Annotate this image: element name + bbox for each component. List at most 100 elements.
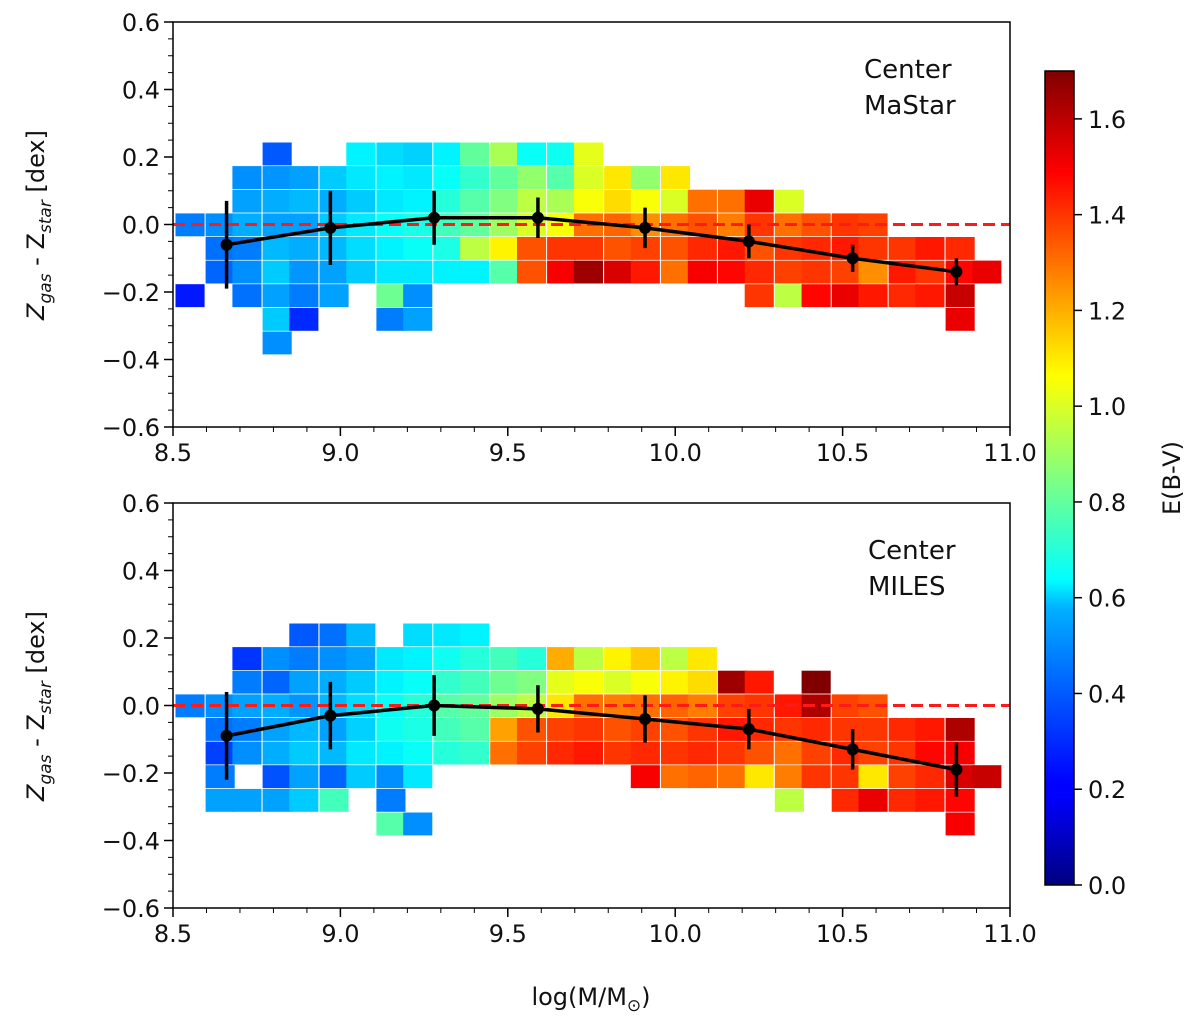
heatmap-cell <box>376 142 406 166</box>
bottom-panel: 8.5 9.0 9.5 10.0 10.5 11.0 −0.6 −0.4 −0.2 0.0 0.2… <box>22 490 1037 1016</box>
y-tick-label: −0.6 <box>102 895 160 923</box>
heatmap-cell <box>262 788 292 812</box>
heatmap-cell <box>403 307 433 331</box>
heatmap-cell <box>346 765 376 789</box>
heatmap-cell <box>801 765 831 789</box>
heatmap-cell <box>460 189 490 213</box>
heatmap-cell <box>232 260 262 284</box>
heatmap-cell <box>547 647 577 670</box>
heatmap-cell <box>972 765 1002 789</box>
heatmap-cell <box>262 284 292 308</box>
heatmap-cell <box>403 237 433 260</box>
heatmap-cell <box>604 694 634 718</box>
heatmap-cell <box>858 284 888 308</box>
x-tick-label: 9.5 <box>489 920 527 948</box>
bottom-annotation-line2: MILES <box>868 572 946 602</box>
heatmap-cell <box>717 670 747 694</box>
heatmap-cell <box>460 260 490 284</box>
heatmap-cell <box>945 788 975 812</box>
heatmap-cell <box>232 718 262 741</box>
heatmap-cell <box>744 741 774 765</box>
heatmap-cell <box>433 260 463 284</box>
heatmap-cell <box>661 189 691 213</box>
colorbar-tick-label: 0.4 <box>1088 680 1126 708</box>
heatmap-cell <box>289 788 319 812</box>
heatmap-cell <box>346 718 376 741</box>
heatmap-cell <box>630 670 660 694</box>
heatmap-cell <box>403 166 433 189</box>
heatmap-cell <box>289 189 319 213</box>
x-tick-label: 10.5 <box>816 439 869 467</box>
heatmap-cell <box>547 670 577 694</box>
heatmap-cell <box>376 166 406 189</box>
heatmap-cell <box>774 765 804 789</box>
heatmap-cell <box>547 189 577 213</box>
heatmap-cell <box>774 284 804 308</box>
bottom-y-axis-label: Zgas - Zstar [dex] <box>22 611 56 802</box>
mean-trend-line <box>226 215 957 274</box>
heatmap-cell <box>490 166 520 189</box>
heatmap-cell <box>888 788 918 812</box>
mean-point <box>531 211 544 224</box>
heatmap-cell <box>433 237 463 260</box>
mean-point <box>428 699 441 712</box>
bottom-y-ticks: −0.6 −0.4 −0.2 0.0 0.2 0.4 0.6 <box>102 490 173 923</box>
heatmap-cell <box>831 788 861 812</box>
x-tick-label: 10.0 <box>648 920 701 948</box>
top-ylabel-mid: - Z <box>22 233 50 273</box>
y-tick-label: 0.2 <box>122 144 160 172</box>
heatmap-cell <box>744 260 774 284</box>
y-tick-label: −0.2 <box>102 760 160 788</box>
heatmap-cell <box>319 166 349 189</box>
heatmap-cell <box>346 189 376 213</box>
heatmap-cell <box>319 284 349 308</box>
heatmap-cell <box>915 765 945 789</box>
heatmap-cell <box>604 741 634 765</box>
heatmap-cell <box>801 237 831 260</box>
heatmap-cell <box>858 213 888 237</box>
heatmap-cell <box>915 718 945 741</box>
heatmap-cell <box>604 189 634 213</box>
heatmap-cell <box>403 142 433 166</box>
heatmap-cell <box>262 741 292 765</box>
heatmap-cell <box>319 670 349 694</box>
heatmap-cell <box>774 741 804 765</box>
mean-point <box>742 235 755 248</box>
heatmap-cell <box>945 812 975 836</box>
y-tick-label: 0.6 <box>122 9 160 37</box>
bottom-plot-frame <box>172 502 1011 909</box>
heatmap-cell <box>346 623 376 647</box>
heatmap-cell <box>945 307 975 331</box>
top-y-ticks: −0.6 −0.4 −0.2 0.0 0.2 0.4 0.6 <box>102 9 173 442</box>
heatmap-cell <box>490 237 520 260</box>
heatmap-cell <box>915 260 945 284</box>
heatmap-cell <box>262 765 292 789</box>
heatmap-cell <box>831 260 861 284</box>
colorbar-tick-label: 0.8 <box>1088 489 1126 517</box>
heatmap-cell <box>490 741 520 765</box>
top-ylabel-tail: [dex] <box>22 130 50 200</box>
colorbar-ticks: 0.0 0.2 0.4 0.6 0.8 1.0 1.2 1.4 1.6 <box>1074 106 1126 900</box>
bottom-heatmap-cells <box>175 623 1002 836</box>
heatmap-cell <box>630 260 660 284</box>
heatmap-cell <box>433 718 463 741</box>
heatmap-cell <box>858 765 888 789</box>
heatmap-cell <box>744 189 774 213</box>
colorbar-tick-label: 0.6 <box>1088 585 1126 613</box>
heatmap-cell <box>630 765 660 789</box>
heatmap-cell <box>376 647 406 670</box>
heatmap-cell <box>232 670 262 694</box>
heatmap-cell <box>661 694 691 718</box>
heatmap-cell <box>744 765 774 789</box>
heatmap-cell <box>319 718 349 741</box>
mean-point <box>220 729 233 742</box>
heatmap-cell <box>262 670 292 694</box>
heatmap-cell <box>801 741 831 765</box>
heatmap-cell <box>289 647 319 670</box>
heatmap-cell <box>289 741 319 765</box>
heatmap-cell <box>858 237 888 260</box>
mean-trend-line <box>226 703 957 772</box>
heatmap-cell <box>403 765 433 789</box>
colorbar-gradient <box>1044 70 1075 886</box>
